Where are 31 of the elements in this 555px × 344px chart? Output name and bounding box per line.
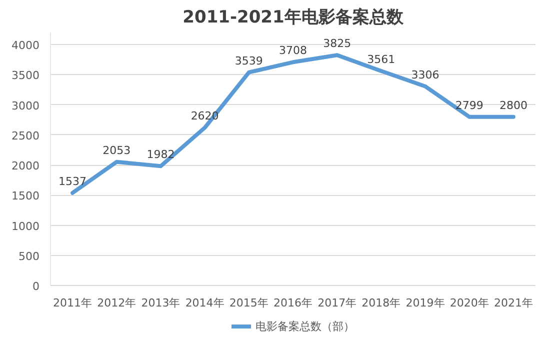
x-tick-label: 2012年 [97, 296, 136, 310]
x-tick-label: 2019年 [406, 296, 445, 310]
legend-label: 电影备案总数（部） [256, 318, 354, 334]
x-tick-label: 2018年 [362, 296, 401, 310]
y-tick-label: 3000 [12, 99, 40, 112]
data-label: 2053 [102, 144, 131, 157]
data-label: 2799 [455, 98, 484, 112]
x-tick-label: 2017年 [318, 296, 357, 310]
y-tick-label: 0 [32, 280, 40, 293]
x-tick-label: 2013年 [141, 296, 180, 310]
y-tick-label: 1000 [12, 220, 40, 233]
data-label: 3708 [279, 44, 308, 58]
data-label: 3539 [234, 54, 263, 68]
x-tick-label: 2011年 [53, 296, 92, 310]
y-tick-label: 2000 [12, 160, 40, 173]
data-label: 3561 [367, 52, 396, 66]
x-tick-label: 2020年 [450, 296, 489, 310]
data-label: 3825 [323, 37, 352, 50]
data-label: 2800 [499, 98, 528, 112]
data-label: 3306 [411, 68, 440, 82]
x-tick-label: 2016年 [274, 296, 313, 310]
x-tick-label: 2014年 [185, 296, 224, 310]
x-tick-label: 2021年 [494, 296, 533, 310]
y-tick-label: 500 [18, 250, 40, 263]
data-label: 1537 [58, 174, 87, 188]
y-tick-label: 3500 [12, 69, 40, 82]
y-tick-label: 4000 [12, 39, 40, 52]
chart-title: 2011-2021年电影备案总数 [182, 6, 404, 28]
y-tick-label: 1500 [12, 190, 40, 203]
y-tick-label: 2500 [12, 129, 40, 142]
x-tick-label: 2015年 [229, 296, 268, 310]
